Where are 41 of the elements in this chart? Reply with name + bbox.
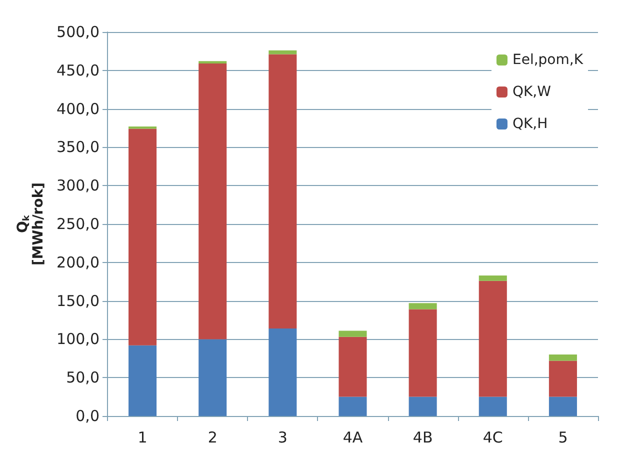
bar: [128, 128, 157, 346]
bar: [408, 309, 437, 397]
bar: [268, 328, 297, 416]
bar: [548, 396, 577, 416]
bar: [338, 336, 367, 397]
x-tick-label: 4B: [412, 428, 433, 446]
bar: [198, 339, 227, 416]
x-tick-label: 4A: [342, 428, 364, 446]
bar: [268, 50, 297, 54]
bar: [478, 396, 507, 416]
y-tick-label: 450,0: [56, 61, 100, 80]
y-tick-label: 200,0: [56, 253, 100, 272]
y-tick-label: 300,0: [56, 176, 100, 195]
y-tick-label: 50,0: [66, 368, 100, 387]
y-tick-label: 400,0: [56, 100, 100, 118]
y-tick-label: 250,0: [56, 215, 100, 233]
x-tick-label: 5: [558, 428, 568, 446]
x-tick-label: 3: [278, 428, 288, 446]
bar: [408, 303, 437, 310]
y-tick-label: 150,0: [56, 292, 100, 310]
legend-label: QK,W: [512, 84, 552, 100]
bar: [338, 396, 367, 416]
bar: [128, 345, 157, 416]
bar: [128, 126, 157, 129]
x-tick-label: 1: [138, 428, 148, 446]
bar: [548, 360, 577, 397]
bar: [478, 275, 507, 281]
legend-label: QK,H: [512, 116, 548, 132]
bar: [268, 54, 297, 328]
bar: [478, 280, 507, 397]
y-tick-label: 500,0: [56, 23, 100, 41]
x-tick-label: 4C: [482, 428, 503, 446]
bar: [408, 396, 437, 416]
y-tick-label: 0,0: [76, 407, 100, 425]
x-tick-label: 2: [208, 428, 218, 446]
legend-label: Eel,pom,K: [512, 52, 584, 68]
y-tick-label: 100,0: [56, 330, 100, 348]
bar: [198, 63, 227, 340]
bar: [338, 330, 367, 337]
bar: [548, 354, 577, 361]
y-tick-label: 350,0: [56, 138, 100, 156]
